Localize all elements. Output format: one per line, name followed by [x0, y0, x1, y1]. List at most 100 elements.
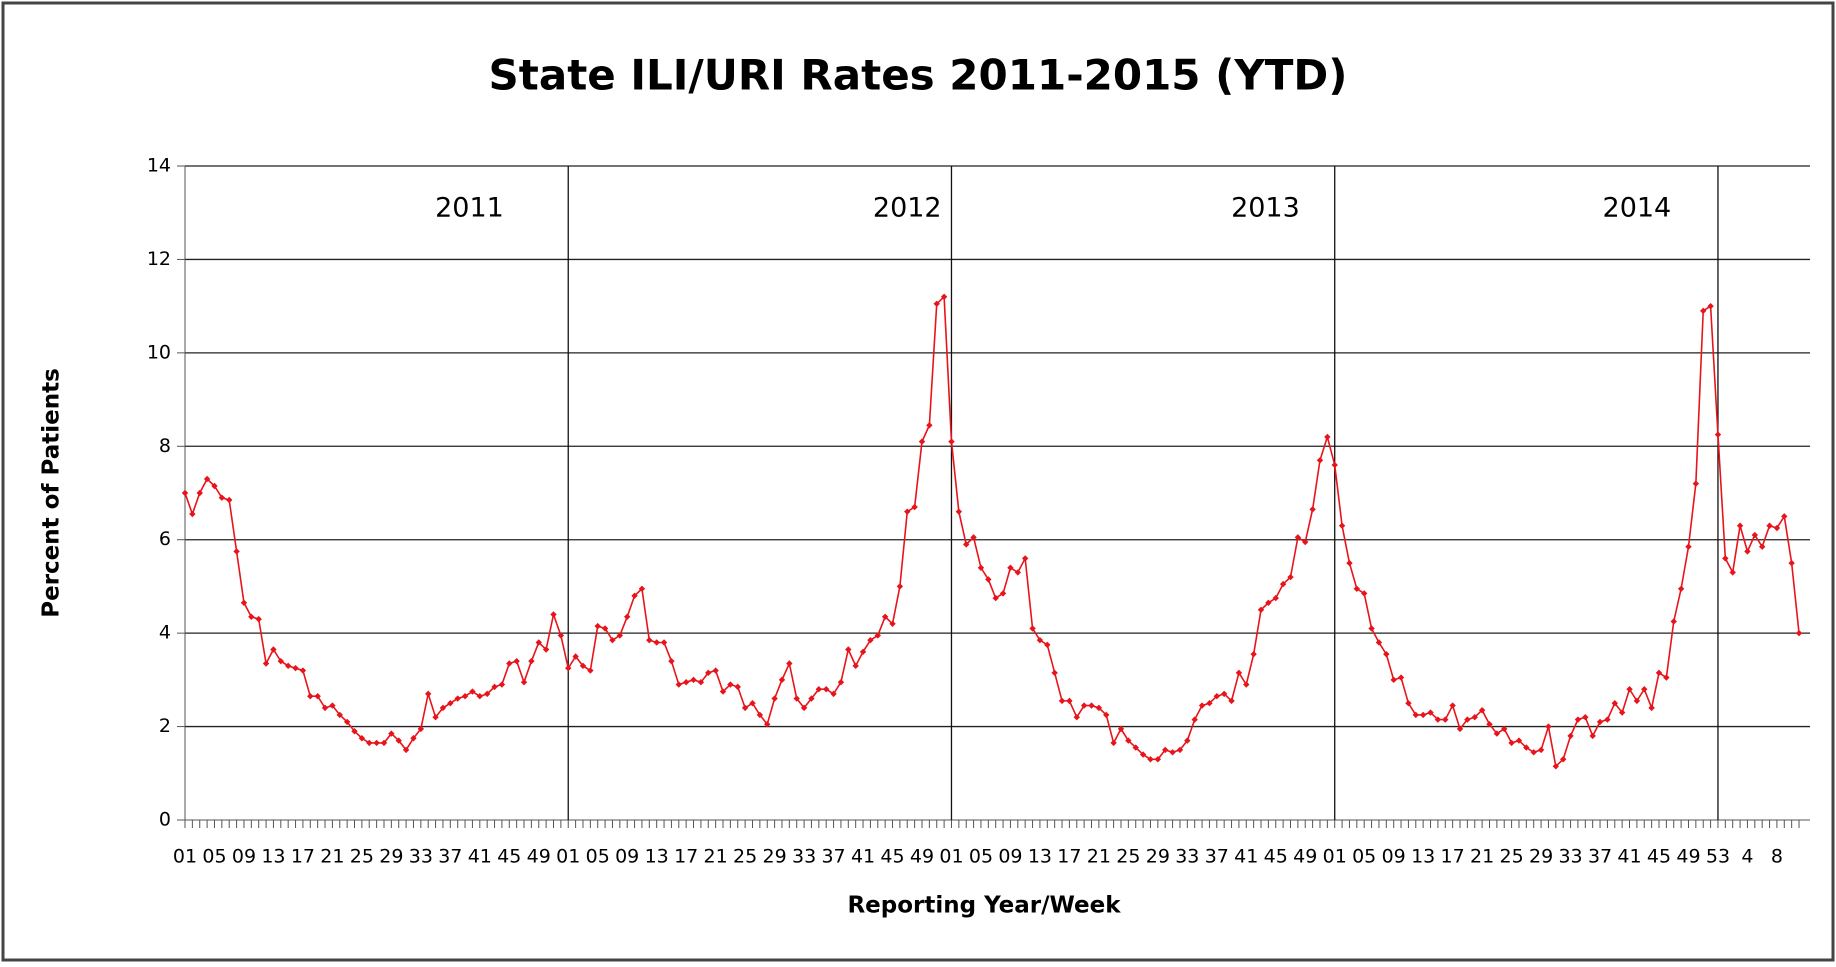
- x-tick-label: 49: [527, 846, 551, 868]
- data-point: [1596, 718, 1604, 726]
- x-tick-label: 29: [763, 846, 787, 868]
- x-tick-label: 01: [556, 846, 580, 868]
- x-tick-label: 41: [851, 846, 875, 868]
- data-point: [1257, 606, 1265, 613]
- data-point: [867, 636, 874, 644]
- data-point: [1139, 751, 1147, 758]
- data-point: [1007, 564, 1014, 571]
- data-point: [277, 657, 285, 665]
- data-point: [233, 548, 240, 555]
- data-point: [904, 508, 911, 515]
- data-point: [963, 541, 970, 548]
- data-point: [1250, 650, 1257, 658]
- data-point: [1361, 590, 1368, 597]
- data-point: [1766, 522, 1773, 529]
- x-tick-label: 29: [379, 846, 403, 868]
- x-tick-label: 45: [1264, 846, 1288, 868]
- data-point: [483, 690, 491, 698]
- x-tick-label: 4: [1741, 846, 1753, 868]
- data-point: [1044, 641, 1051, 649]
- data-point: [535, 639, 542, 646]
- data-point: [1390, 676, 1397, 684]
- data-point: [1346, 559, 1353, 567]
- y-tick-label: 8: [159, 435, 171, 457]
- data-point: [1530, 749, 1537, 756]
- data-point: [638, 585, 646, 592]
- data-point: [948, 438, 955, 445]
- x-tick-label: 01: [1323, 846, 1347, 868]
- x-tick-label: 37: [438, 846, 462, 868]
- x-tick-label: 37: [1205, 846, 1229, 868]
- x-tick-label: 25: [733, 846, 757, 868]
- data-point: [476, 693, 483, 700]
- data-point: [402, 746, 410, 754]
- x-tick-label: 01: [939, 846, 963, 868]
- data-point: [690, 676, 697, 684]
- data-point: [388, 730, 395, 737]
- data-point: [528, 657, 535, 665]
- data-point: [999, 590, 1007, 597]
- data-point: [609, 636, 616, 644]
- x-tick-label: 05: [1352, 846, 1376, 868]
- data-point: [1685, 543, 1692, 550]
- x-tick-label: 29: [1146, 846, 1170, 868]
- x-tick-label: 33: [409, 846, 433, 868]
- data-point: [727, 681, 734, 688]
- data-point: [933, 300, 940, 308]
- x-tick-label: 29: [1529, 846, 1553, 868]
- x-tick-label: 09: [232, 846, 256, 868]
- data-point: [1552, 763, 1560, 770]
- data-point: [1744, 548, 1751, 555]
- data-point: [1184, 737, 1191, 744]
- data-point: [410, 735, 417, 742]
- data-point: [196, 489, 203, 497]
- data-point: [1434, 716, 1442, 723]
- x-tick-label: 05: [969, 846, 993, 868]
- x-tick-label: 17: [1057, 846, 1081, 868]
- x-tick-label: 13: [261, 846, 285, 868]
- data-point: [1066, 697, 1073, 705]
- data-point: [498, 681, 506, 688]
- data-point: [542, 646, 550, 653]
- data-point: [1442, 716, 1449, 723]
- data-point: [1095, 704, 1103, 712]
- data-point: [1397, 674, 1405, 681]
- data-point: [926, 422, 933, 429]
- data-point: [1080, 702, 1088, 709]
- data-point: [1110, 739, 1117, 747]
- data-point: [830, 690, 837, 698]
- x-tick-label: 13: [645, 846, 669, 868]
- data-point: [1176, 746, 1184, 754]
- data-point: [1154, 756, 1162, 763]
- data-point: [955, 508, 963, 515]
- data-point: [646, 636, 653, 644]
- data-point: [314, 693, 321, 700]
- x-tick-label: 49: [1676, 846, 1700, 868]
- data-point: [1663, 674, 1670, 681]
- data-point: [1036, 636, 1044, 644]
- x-tick-label: 17: [674, 846, 698, 868]
- data-point: [181, 489, 189, 497]
- data-point: [1501, 725, 1508, 733]
- year-annotation: 2011: [435, 193, 504, 224]
- data-point: [1294, 534, 1302, 541]
- y-tick-label: 2: [159, 715, 171, 737]
- data-point: [321, 704, 329, 712]
- x-tick-label: 05: [202, 846, 226, 868]
- data-point: [1589, 732, 1596, 740]
- x-tick-label: 17: [291, 846, 315, 868]
- data-point: [1515, 737, 1523, 744]
- data-point: [1456, 725, 1464, 733]
- data-point: [815, 686, 823, 693]
- data-point: [719, 688, 727, 695]
- data-point: [985, 576, 992, 583]
- x-tick-label: 09: [998, 846, 1022, 868]
- x-tick-label: 13: [1411, 846, 1435, 868]
- data-point: [248, 613, 255, 620]
- data-point: [977, 564, 985, 571]
- data-point: [1641, 686, 1648, 693]
- data-point: [1117, 725, 1125, 733]
- data-point: [1051, 669, 1058, 677]
- data-point: [881, 613, 889, 620]
- y-tick-label: 6: [159, 528, 171, 550]
